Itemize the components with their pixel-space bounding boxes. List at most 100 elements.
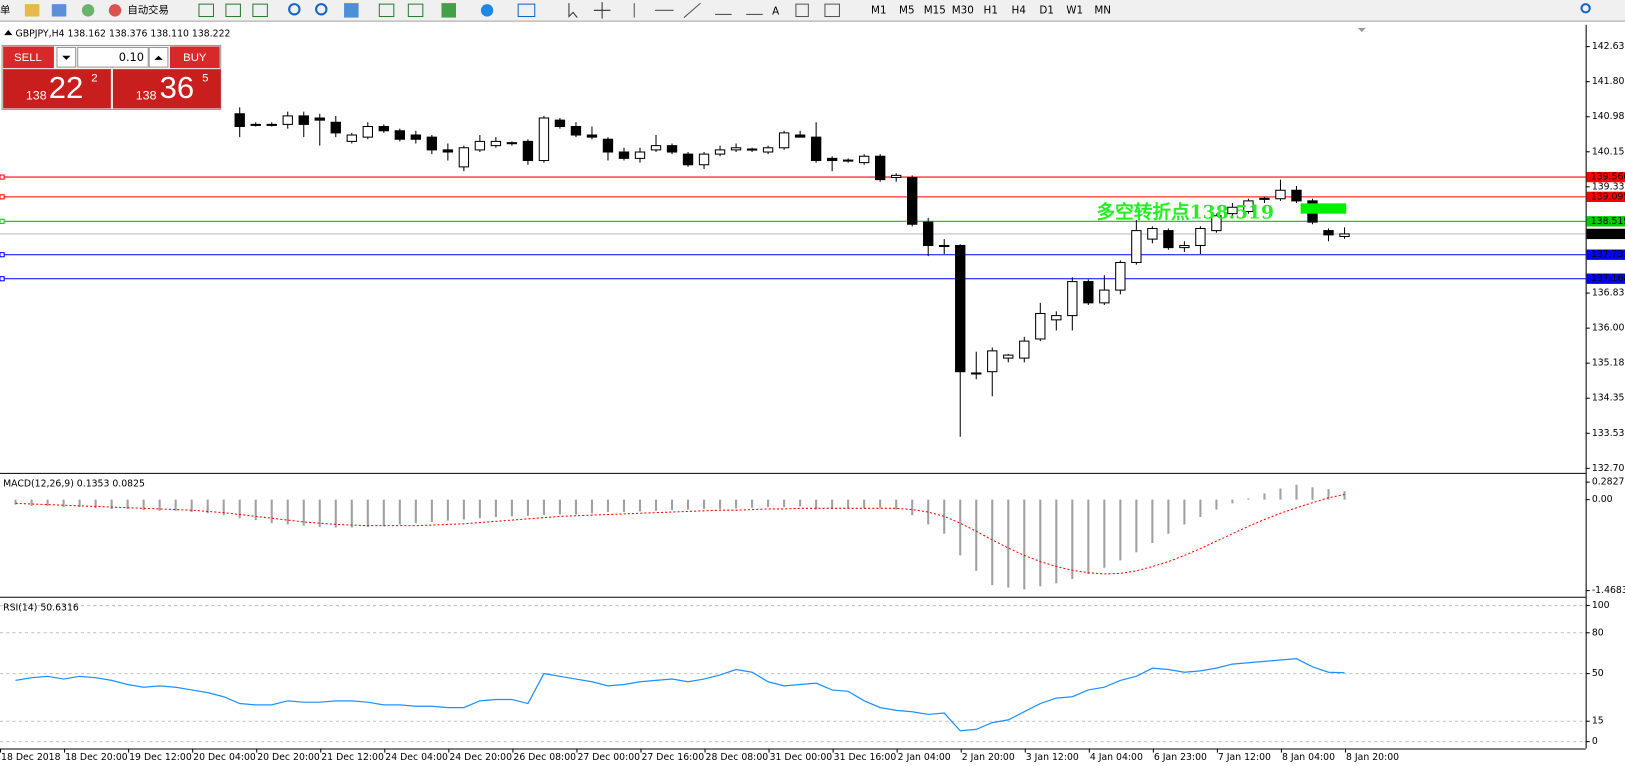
toolbar-text-tool[interactable]: A <box>772 5 779 17</box>
price-level-tag <box>1586 171 1625 183</box>
toolbar-icon[interactable] <box>344 3 359 18</box>
candle-body <box>810 136 822 162</box>
macd-bar <box>1039 499 1042 587</box>
macd-bar <box>606 499 610 513</box>
timeframe-button[interactable]: W1 <box>1066 4 1083 16</box>
toolbar-icon[interactable] <box>24 4 40 17</box>
macd-bar <box>78 499 81 508</box>
y-tick-label: 141.805 <box>1592 76 1625 87</box>
macd-bar <box>494 499 497 517</box>
overlay-layer: 多空转折点138.519 GBPJPY,H4 138.162 138.376 1… <box>1 4 1347 614</box>
toolbar-icon[interactable] <box>252 3 268 18</box>
candle-body <box>923 221 934 247</box>
buy-button[interactable] <box>169 46 220 69</box>
toolbar-icon[interactable] <box>81 4 95 17</box>
toolbar-icon[interactable] <box>441 3 456 18</box>
macd-bar <box>1295 484 1298 500</box>
sell-label[interactable]: SELL <box>14 52 42 64</box>
toolbar-icon[interactable] <box>315 3 328 16</box>
candle-body <box>282 115 293 125</box>
toolbar-crosshair[interactable] <box>593 2 611 19</box>
macd-bar <box>14 499 17 505</box>
toolbar-icon[interactable] <box>480 4 494 17</box>
buy-label[interactable]: BUY <box>183 52 207 64</box>
toolbar-label[interactable]: 自动交易 <box>127 3 168 16</box>
candle-body <box>1211 215 1222 232</box>
candle-body <box>362 125 373 138</box>
toolbar-icon[interactable] <box>824 3 840 18</box>
toolbar-icon[interactable] <box>51 4 67 17</box>
price-level-label: 139.095 <box>1591 191 1625 202</box>
candle-body <box>746 148 758 151</box>
macd-bar <box>574 499 577 515</box>
macd-bar <box>222 499 225 516</box>
toolbar-icon[interactable] <box>225 3 241 18</box>
candle-body <box>794 134 806 138</box>
buy-price-box[interactable] <box>112 69 221 109</box>
y-tick-label: 140.980 <box>1592 111 1625 122</box>
candle-body <box>762 147 774 153</box>
toolbar-icon[interactable] <box>288 3 301 16</box>
candle-body <box>1195 227 1206 247</box>
candle-body <box>971 372 982 375</box>
macd-bar <box>526 499 529 516</box>
x-tick-label: 2 Jan 04:00 <box>898 752 951 763</box>
timeframe-button[interactable]: H4 <box>1012 4 1026 16</box>
timeframe-button[interactable]: MN <box>1094 4 1111 16</box>
candle-body <box>1227 206 1238 215</box>
macd-bar <box>206 499 209 514</box>
candle-body <box>618 151 630 159</box>
timeframe-button[interactable]: M5 <box>899 4 915 16</box>
macd-bar <box>126 499 129 509</box>
macd-bar <box>911 499 914 516</box>
candle-body <box>1115 261 1126 291</box>
sell-price-box[interactable] <box>3 69 111 109</box>
y-tick-label: 136.830 <box>1592 288 1625 299</box>
candle-body <box>538 117 550 162</box>
timeframe-button[interactable]: M1 <box>871 4 887 16</box>
candle-body <box>939 244 950 248</box>
macd-bar <box>302 499 305 526</box>
macd-bar <box>62 499 65 508</box>
x-tick-label: 26 Dec 08:00 <box>513 752 576 763</box>
toolbar-cursor[interactable] <box>568 3 578 18</box>
toolbar-draw-tools[interactable] <box>633 2 763 18</box>
macd-bar <box>558 499 561 515</box>
macd-bar <box>238 499 241 519</box>
candle-body <box>826 157 838 162</box>
toolbar-icon[interactable] <box>378 3 395 18</box>
toolbar-icon[interactable] <box>108 4 122 17</box>
candle-body <box>842 159 854 162</box>
macd-bar <box>110 499 113 509</box>
timeframe-button[interactable]: M15 <box>924 4 946 16</box>
toolbar-search[interactable] <box>1580 3 1591 14</box>
y-tick-label: 136.005 <box>1592 323 1625 334</box>
macd-bar <box>190 499 193 513</box>
title-arrow <box>4 29 13 36</box>
candle-body <box>1339 233 1350 237</box>
price-level-tag <box>1586 273 1625 284</box>
candle-body <box>1035 312 1046 340</box>
toolbar-label[interactable]: 单 <box>0 4 10 16</box>
y-tick-label: 142.630 <box>1592 41 1625 52</box>
level-handle <box>0 252 5 258</box>
candle-body <box>1323 230 1334 236</box>
lots-value[interactable]: 0.10 <box>119 50 144 64</box>
macd-bar <box>366 499 369 527</box>
candle-body <box>1163 230 1174 249</box>
timeframe-button[interactable]: H1 <box>984 4 998 16</box>
sell-button[interactable] <box>3 46 54 69</box>
toolbar-icon[interactable] <box>198 3 215 18</box>
toolbar-icon[interactable] <box>795 3 809 18</box>
macd-bar <box>1071 499 1074 579</box>
candle-body <box>714 149 726 155</box>
toolbar-icon[interactable] <box>517 3 536 18</box>
timeframe-button[interactable]: M30 <box>952 4 974 16</box>
toolbar-icon[interactable] <box>407 3 424 18</box>
timeframe-button[interactable]: D1 <box>1039 4 1054 16</box>
lots-input[interactable] <box>77 46 149 68</box>
candle-body <box>858 155 870 164</box>
chart-shift-marker <box>1357 27 1366 33</box>
